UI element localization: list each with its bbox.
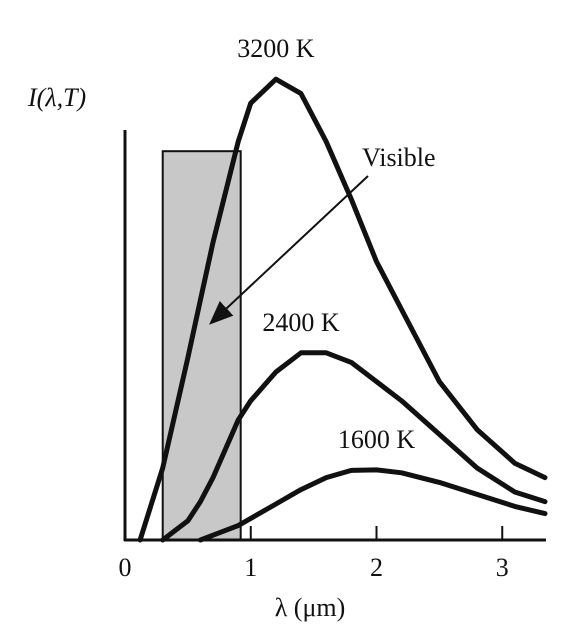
x-axis-label: λ (μm) [275, 593, 346, 622]
band-layer [161, 150, 242, 541]
series-label: 1600 K [338, 425, 416, 454]
series-label: 3200 K [237, 34, 315, 63]
x-tick-label: 0 [119, 553, 132, 582]
curve [137, 76, 548, 543]
curve [197, 467, 548, 543]
series-label: 2400 K [262, 308, 340, 337]
visible-band [161, 150, 242, 541]
y-axis-label: I(λ,T) [27, 83, 86, 112]
band-arrow [209, 175, 369, 325]
x-tick-label: 2 [370, 553, 383, 582]
x-tick-label: 3 [496, 553, 509, 582]
band-label: Visible [362, 143, 436, 172]
x-tick-label: 1 [244, 553, 257, 582]
curve [160, 350, 548, 543]
